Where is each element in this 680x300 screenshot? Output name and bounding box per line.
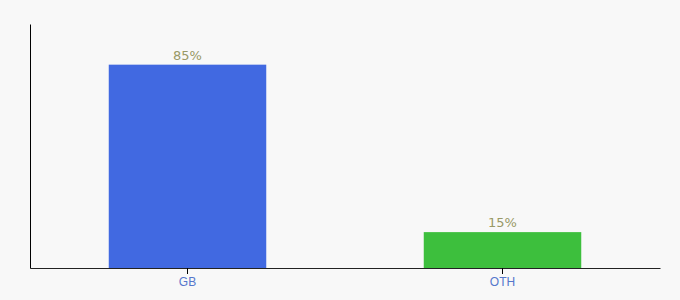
y-axis-line	[30, 25, 31, 269]
background	[0, 0, 680, 300]
x-axis-line	[31, 268, 661, 269]
x-tick: OTH	[490, 268, 515, 289]
y-axis	[30, 25, 31, 269]
x-tick-label: OTH	[490, 275, 515, 289]
chart: GB OTH 85% 15%	[0, 0, 680, 300]
bars	[109, 65, 582, 268]
data-labels: 85% 15%	[173, 48, 517, 230]
x-tick-mark	[187, 268, 188, 274]
bar	[109, 65, 267, 268]
x-tick: GB	[179, 268, 196, 289]
x-tick-label: GB	[179, 275, 196, 289]
bar	[424, 232, 582, 268]
x-axis: GB OTH	[31, 268, 661, 289]
x-tick-mark	[502, 268, 503, 274]
plot: GB OTH 85% 15%	[31, 25, 661, 289]
data-label: 85%	[173, 48, 202, 63]
data-label: 15%	[488, 215, 517, 230]
